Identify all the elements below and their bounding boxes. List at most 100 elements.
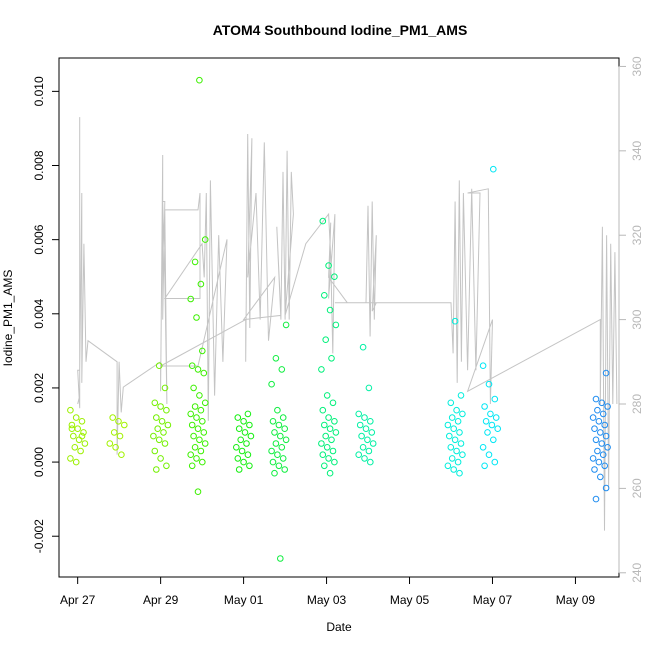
data-point bbox=[244, 451, 252, 459]
data-point bbox=[112, 444, 119, 451]
data-point bbox=[481, 403, 488, 410]
data-point bbox=[161, 384, 169, 392]
x-tick-label: May 09 bbox=[556, 593, 596, 607]
data-point bbox=[278, 444, 286, 451]
data-point bbox=[67, 455, 74, 462]
data-point bbox=[365, 384, 373, 392]
data-point bbox=[193, 455, 200, 462]
data-point bbox=[235, 425, 243, 433]
data-point bbox=[450, 425, 458, 433]
data-point bbox=[271, 429, 278, 436]
y-tick-label: 0.006 bbox=[32, 224, 46, 254]
chart-title: ATOM4 Southbound Iodine_PM1_AMS bbox=[213, 22, 468, 38]
data-point bbox=[326, 469, 334, 477]
x-tick-label: Apr 27 bbox=[60, 593, 96, 607]
data-point bbox=[447, 399, 455, 407]
data-point bbox=[456, 469, 463, 477]
data-point bbox=[454, 458, 462, 466]
data-point bbox=[234, 455, 242, 462]
data-point bbox=[321, 462, 328, 470]
data-point bbox=[589, 414, 597, 421]
data-point bbox=[459, 410, 466, 418]
data-point bbox=[451, 436, 459, 444]
data-point bbox=[331, 458, 338, 466]
data-point bbox=[271, 469, 278, 477]
data-point bbox=[597, 473, 604, 481]
data-point bbox=[356, 421, 364, 429]
data-point bbox=[453, 447, 460, 455]
data-point bbox=[160, 429, 167, 436]
scatter-points-layer bbox=[67, 76, 611, 562]
data-point bbox=[595, 458, 603, 466]
data-point bbox=[68, 421, 76, 429]
data-point bbox=[197, 406, 205, 414]
data-point bbox=[325, 262, 332, 269]
data-point bbox=[321, 292, 328, 299]
data-point bbox=[200, 429, 208, 436]
data-point bbox=[457, 440, 465, 447]
data-point bbox=[78, 432, 86, 440]
x-tick-label: May 07 bbox=[473, 593, 513, 607]
data-point bbox=[164, 421, 172, 429]
data-point bbox=[196, 436, 203, 444]
data-point bbox=[240, 418, 247, 425]
data-point bbox=[444, 421, 452, 429]
data-point bbox=[367, 418, 374, 425]
data-point bbox=[597, 429, 604, 436]
data-point bbox=[77, 447, 84, 455]
data-point bbox=[592, 395, 600, 403]
data-point bbox=[194, 488, 202, 496]
data-point bbox=[591, 425, 598, 433]
data-point bbox=[355, 451, 363, 459]
data-point bbox=[106, 440, 114, 447]
data-point bbox=[321, 421, 328, 429]
data-point bbox=[187, 295, 194, 303]
data-point bbox=[268, 447, 275, 455]
data-point bbox=[323, 392, 331, 399]
data-point bbox=[191, 444, 199, 451]
data-point bbox=[272, 355, 280, 362]
data-point bbox=[278, 366, 286, 373]
y-axis-label: Iodine_PM1_AMS bbox=[1, 270, 15, 367]
data-point bbox=[595, 418, 603, 425]
data-point bbox=[601, 421, 609, 429]
data-point bbox=[446, 432, 453, 440]
data-point bbox=[199, 418, 206, 425]
data-point bbox=[246, 421, 253, 429]
data-point bbox=[332, 429, 340, 436]
data-point bbox=[196, 392, 203, 399]
data-point bbox=[602, 369, 610, 377]
data-point bbox=[277, 555, 284, 562]
data-point bbox=[153, 466, 160, 473]
data-point bbox=[479, 362, 487, 370]
y2-tick-label: 320 bbox=[630, 225, 644, 245]
data-point bbox=[482, 418, 490, 425]
data-point bbox=[459, 451, 466, 459]
data-point bbox=[161, 440, 169, 447]
data-point bbox=[328, 436, 335, 444]
data-point bbox=[244, 410, 252, 418]
data-point bbox=[275, 462, 283, 470]
data-point bbox=[193, 314, 200, 321]
data-point bbox=[602, 432, 610, 440]
y-tick-label: -0.002 bbox=[32, 519, 46, 553]
x-tick-label: May 01 bbox=[224, 593, 264, 607]
data-point bbox=[274, 406, 281, 414]
data-point bbox=[277, 432, 284, 440]
data-point bbox=[484, 429, 491, 436]
y-tick-label: 0.010 bbox=[32, 76, 46, 106]
data-point bbox=[199, 347, 206, 355]
data-point bbox=[319, 451, 327, 459]
data-point bbox=[490, 165, 497, 173]
data-point bbox=[241, 429, 249, 436]
data-point bbox=[491, 395, 499, 403]
data-point bbox=[116, 432, 124, 440]
x-axis-label: Date bbox=[326, 620, 352, 634]
data-point bbox=[190, 432, 197, 440]
data-point bbox=[281, 466, 289, 473]
data-point bbox=[191, 403, 199, 410]
data-point bbox=[365, 447, 373, 455]
data-point bbox=[319, 406, 327, 414]
data-point bbox=[154, 425, 161, 433]
y2-tick-label: 280 bbox=[630, 394, 644, 414]
